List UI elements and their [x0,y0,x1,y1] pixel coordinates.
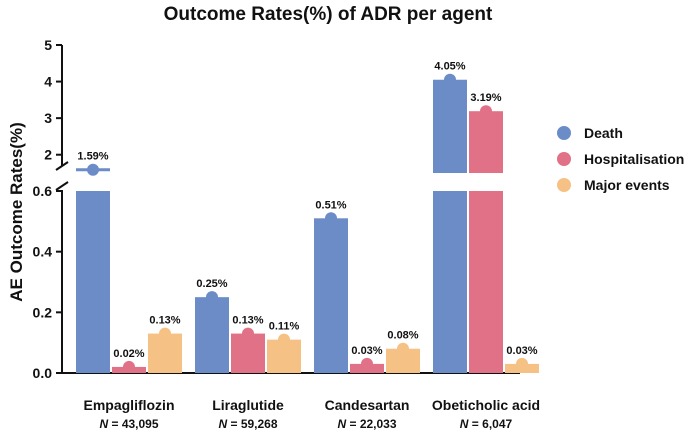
bar-death [195,297,229,373]
data-label: 3.19% [470,92,501,104]
y-tick-label: 0.0 [33,365,53,381]
data-point [242,327,254,340]
data-point [480,105,492,118]
legend: Death Hospitalisation Major events [557,125,684,193]
data-point [444,73,456,86]
data-point [159,327,171,340]
legend-marker [557,178,571,192]
data-point [278,333,290,346]
bar-death [314,218,348,373]
x-category-n-count: N = 22,033 [337,417,396,431]
y-tick-label: 5 [44,37,52,53]
y-tick-label: 4 [44,74,52,90]
chart-title: Outcome Rates(%) of ADR per agent [164,4,493,25]
data-point [397,342,409,355]
bar-upper-hospitalisation [469,111,503,173]
x-category-label: Obeticholic acid [432,397,540,413]
x-category-n-count: N = 43,095 [99,417,158,431]
data-label: 0.08% [387,330,418,342]
legend-entry: Major events [584,177,670,193]
data-label: 0.13% [149,315,180,327]
bar-upper-death [433,79,467,173]
data-label: 0.51% [315,199,346,211]
bar-hospitalisation [231,333,265,373]
data-label: 0.25% [196,278,227,290]
bar-death [433,191,467,373]
legend-marker [557,152,571,166]
axis-break-mark-bottom [55,181,69,191]
data-label: 0.13% [232,315,263,327]
data-label: 4.05% [434,61,465,73]
y-axis-label: AE Outcome Rates(%) [7,122,26,301]
y-tick-label: 0.4 [33,244,53,260]
y-tick-label: 0.2 [33,304,53,320]
data-point [325,212,337,225]
bar-death [76,191,110,373]
data-point [206,291,218,304]
legend-marker [557,126,571,140]
data-label: 0.03% [351,345,382,357]
x-category-label: Empagliflozin [84,397,175,413]
x-category-n-count: N = 59,268 [218,417,277,431]
bar-hospitalisation [469,191,503,373]
data-label: 0.03% [506,345,537,357]
data-label: 1.59% [77,151,108,163]
y-tick-label: 0.6 [33,183,53,199]
data-label: 0.11% [269,321,300,333]
legend-entry: Death [584,125,623,141]
axis-break-mark-top [55,161,69,171]
legend-entry: Hospitalisation [584,151,684,167]
x-category-label: Candesartan [325,397,410,413]
x-category-label: Liraglutide [212,397,284,413]
plot-area: 0.0 0.2 0.4 0.6 2 3 4 5 1.59% 0.02% 0.13% Empaglifl… [33,37,541,431]
y-tick-label: 3 [44,110,52,126]
x-category-n-count: N = 6,047 [460,417,513,431]
data-point [87,163,99,176]
data-point [123,360,135,373]
bar-major-events [148,333,182,373]
data-label: 0.02% [113,348,144,360]
y-tick-label: 2 [44,147,52,163]
data-point [516,357,528,370]
data-point [361,357,373,370]
